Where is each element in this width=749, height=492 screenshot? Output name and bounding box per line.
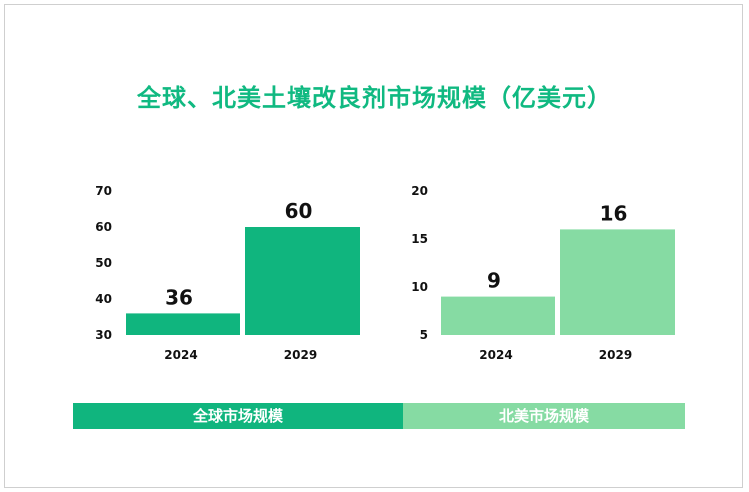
x-tick-label: 2024 xyxy=(164,348,197,362)
x-tick-label: 2029 xyxy=(599,348,632,362)
bar-2029 xyxy=(560,229,675,335)
y-tick-label: 70 xyxy=(95,184,112,198)
y-tick-label: 10 xyxy=(411,280,428,294)
y-tick-label: 5 xyxy=(420,328,428,342)
y-tick-label: 60 xyxy=(95,220,112,234)
bar-2024 xyxy=(441,296,555,335)
data-label: 60 xyxy=(285,199,313,223)
y-tick-label: 40 xyxy=(95,292,112,306)
bar-2024 xyxy=(126,313,240,335)
x-tick-label: 2029 xyxy=(284,348,317,362)
y-tick-label: 15 xyxy=(411,232,428,246)
y-tick-label: 50 xyxy=(95,256,112,270)
legend-north-america: 北美市场规模 xyxy=(403,403,685,429)
legend-north-america-label: 北美市场规模 xyxy=(498,407,589,425)
data-label: 16 xyxy=(600,201,628,225)
bar-2029 xyxy=(245,227,360,335)
data-label: 9 xyxy=(487,269,501,293)
global-chart: 30 40 50 60 70 36 2024 60 2029 xyxy=(95,184,360,362)
chart-title: 全球、北美土壤改良剂市场规模（亿美元） xyxy=(137,84,612,112)
north-america-chart: 5 10 15 20 9 2024 16 2029 xyxy=(411,184,675,362)
x-tick-label: 2024 xyxy=(479,348,512,362)
legend-global: 全球市场规模 xyxy=(73,403,403,429)
y-tick-label: 20 xyxy=(411,184,428,198)
legend-global-label: 全球市场规模 xyxy=(192,407,283,425)
y-tick-label: 30 xyxy=(95,328,112,342)
data-label: 36 xyxy=(165,285,193,309)
